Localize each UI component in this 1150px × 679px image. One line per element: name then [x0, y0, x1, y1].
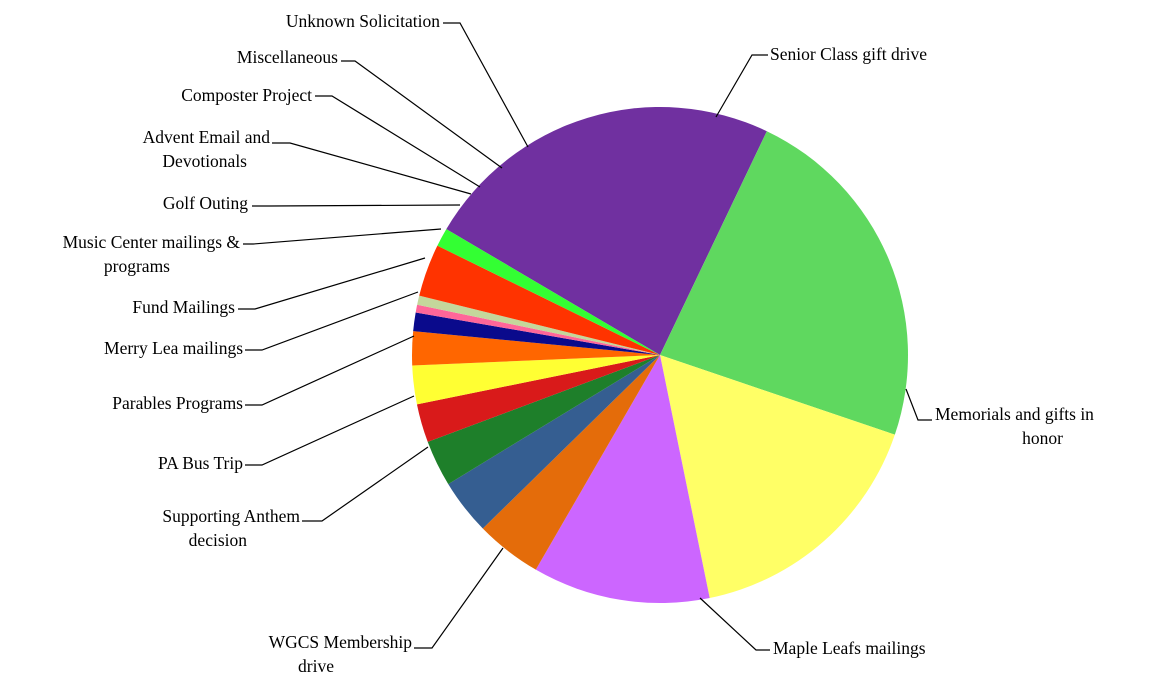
slice-wgcs-membership-drive: [535, 355, 710, 604]
leader-line-wgcs-membership-drive: [414, 547, 504, 649]
leader-line-parables-programs: [245, 335, 415, 406]
label-merry-lea-mailings: Merry Lea mailings: [104, 338, 243, 358]
label-pa-bus-trip: PA Bus Trip: [158, 453, 243, 473]
leader-line-golf-outing: [252, 204, 461, 207]
label-line: honor: [1022, 428, 1063, 448]
slice-senior-class-gift-drive: [446, 107, 767, 355]
label-line: Parables Programs: [112, 393, 243, 413]
slice-maple-leafs-mailings: [660, 355, 895, 598]
label-line: decision: [189, 530, 248, 550]
pie-slices: [411, 107, 908, 604]
leader-line-miscellaneous: [341, 60, 503, 169]
label-line: Music Center mailings &: [63, 232, 241, 252]
label-advent-email-and-devotionals: Advent Email and Devotionals: [143, 127, 271, 171]
label-line: Memorials and gifts in: [935, 404, 1094, 424]
label-line: WGCS Membership: [269, 632, 413, 652]
slice-golf-outing: [413, 312, 660, 355]
leader-line-supporting-anthem-decision: [302, 446, 429, 522]
slice-composter-project: [417, 295, 660, 355]
label-line: Composter Project: [181, 85, 312, 105]
leader-line-maple-leafs-mailings: [699, 597, 770, 651]
leader-lines: [238, 22, 932, 651]
label-maple-leafs-mailings: Maple Leafs mailings: [773, 638, 926, 658]
label-line: Advent Email and: [143, 127, 271, 147]
label-senior-class-gift-drive: Senior Class gift drive: [770, 44, 927, 64]
label-supporting-anthem-decision: Supporting Anthem decision: [162, 506, 300, 550]
label-line: Devotionals: [162, 151, 247, 171]
slice-supporting-anthem-decision: [482, 355, 660, 570]
slice-labels: Senior Class gift drive Memorials and gif…: [63, 11, 1095, 676]
slice-fund-mailings: [412, 355, 660, 405]
slice-unknown-solicitation: [437, 229, 660, 355]
slice-pa-bus-trip: [448, 355, 660, 529]
slice-miscellaneous: [419, 245, 660, 355]
leader-line-unknown-solicitation: [443, 22, 529, 148]
label-line: Fund Mailings: [132, 297, 235, 317]
label-unknown-solicitation: Unknown Solicitation: [286, 11, 440, 31]
label-miscellaneous: Miscellaneous: [237, 47, 338, 67]
label-line: programs: [104, 256, 170, 276]
slice-memorials-and-gifts-in-honor: [660, 131, 908, 435]
label-line: Supporting Anthem: [162, 506, 300, 526]
label-music-center-mailings-programs: Music Center mailings & programs: [63, 232, 241, 276]
label-golf-outing: Golf Outing: [163, 193, 248, 213]
slice-advent-email-and-devotionals: [415, 304, 660, 355]
label-line: drive: [298, 656, 334, 676]
leader-line-fund-mailings: [238, 257, 426, 310]
label-line: Maple Leafs mailings: [773, 638, 926, 658]
label-line: PA Bus Trip: [158, 453, 243, 473]
leader-line-advent-email-and-devotionals: [272, 142, 472, 195]
label-line: Golf Outing: [163, 193, 248, 213]
leader-line-senior-class-gift-drive: [715, 54, 768, 118]
slice-music-center-mailings-programs: [411, 331, 660, 366]
label-wgcs-membership-drive: WGCS Membership drive: [269, 632, 413, 676]
label-fund-mailings: Fund Mailings: [132, 297, 235, 317]
label-line: Merry Lea mailings: [104, 338, 243, 358]
leader-line-composter-project: [315, 95, 481, 188]
label-line: Senior Class gift drive: [770, 44, 927, 64]
label-memorials-and-gifts-in-honor: Memorials and gifts in honor: [935, 404, 1094, 448]
slice-parables-programs: [427, 355, 660, 485]
label-line: Unknown Solicitation: [286, 11, 440, 31]
leader-line-memorials-and-gifts-in-honor: [905, 388, 932, 421]
leader-line-music-center-mailings-programs: [243, 228, 442, 245]
label-line: Miscellaneous: [237, 47, 338, 67]
leader-line-pa-bus-trip: [245, 395, 415, 466]
leader-line-merry-lea-mailings: [245, 291, 419, 351]
label-parables-programs: Parables Programs: [112, 393, 243, 413]
label-composter-project: Composter Project: [181, 85, 312, 105]
slice-merry-lea-mailings: [416, 355, 660, 442]
